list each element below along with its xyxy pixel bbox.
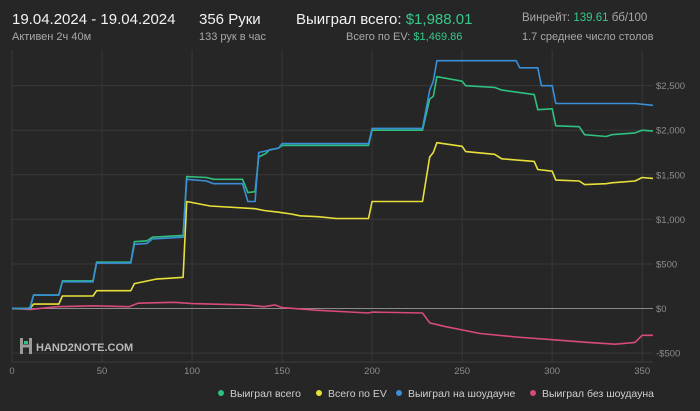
- ev-label: Всего по EV:: [346, 31, 411, 43]
- chart-legend: Выиграл всего Всего по EV Выиграл на шоу…: [0, 383, 700, 407]
- watermark-text: HAND2NOTE.COM: [36, 342, 133, 354]
- y-tick-label: -$500: [656, 349, 680, 360]
- winrate: Винрейт: 139.61 бб/100: [522, 12, 647, 24]
- ev-value: $1,469.86: [413, 31, 463, 43]
- won-total: Выиграл всего: $1,988.01: [296, 11, 472, 28]
- x-tick-label: 350: [634, 366, 650, 377]
- series-line-showdown: [12, 59, 654, 310]
- winrate-label: Винрейт:: [522, 12, 571, 24]
- x-tick-label: 300: [544, 366, 560, 377]
- hands-count: 356 Руки: [199, 11, 261, 28]
- y-tick-label: $2,000: [656, 126, 685, 137]
- y-axis: -$500 $0 $500 $1,000 $1,500 $2,000 $2,500: [656, 81, 685, 359]
- y-tick-label: $0: [656, 304, 667, 315]
- ev-total: Всего по EV: $1,469.86: [346, 31, 462, 43]
- hand2note-watermark: HAND2NOTE.COM: [20, 338, 133, 354]
- x-tick-label: 0: [9, 366, 14, 377]
- legend-label-ev: Всего по EV: [328, 388, 387, 400]
- x-tick-label: 50: [97, 366, 108, 377]
- winrate-unit: бб/100: [611, 12, 648, 24]
- legend-dot-showdown: [396, 390, 402, 396]
- legend-item-non-showdown[interactable]: Выиграл без шоудауна: [530, 388, 654, 400]
- grid: [11, 50, 653, 363]
- winrate-value: 139.61: [573, 12, 609, 24]
- series-line-non-showdown: [11, 301, 653, 345]
- x-tick-label: 200: [364, 366, 380, 377]
- series-line-ev: [12, 141, 654, 310]
- legend-item-won-total[interactable]: Выиграл всего: [218, 388, 301, 400]
- legend-label-won-total: Выиграл всего: [230, 388, 301, 400]
- won-total-label: Выиграл всего:: [296, 11, 402, 28]
- hands-per-hour: 133 рук в час: [199, 31, 267, 43]
- legend-dot-non-showdown: [530, 390, 536, 396]
- x-tick-label: 150: [274, 366, 290, 377]
- active-time: Активен 2ч 40м: [12, 31, 92, 43]
- won-total-value: $1,988.01: [405, 11, 473, 28]
- y-tick-label: $2,500: [656, 81, 685, 92]
- y-tick-label: $1,000: [656, 215, 685, 226]
- date-range: 19.04.2024 - 19.04.2024: [12, 11, 176, 28]
- x-tick-label: 250: [454, 366, 470, 377]
- x-axis: 0 50 100 150 200 250 300 350: [9, 366, 650, 377]
- legend-dot-ev: [316, 390, 322, 396]
- y-tick-label: $1,500: [656, 170, 685, 181]
- hand2note-logo-icon: [20, 338, 32, 354]
- legend-label-non-showdown: Выиграл без шоудауна: [542, 388, 654, 400]
- y-tick-label: $500: [656, 259, 677, 270]
- series-line-won-total: [12, 75, 654, 310]
- avg-tables: 1.7 среднее число столов: [522, 31, 654, 43]
- legend-item-ev[interactable]: Всего по EV: [316, 388, 387, 400]
- profit-chart: -$500 $0 $500 $1,000 $1,500 $2,000 $2,500 0 50 1…: [9, 50, 685, 377]
- legend-item-showdown[interactable]: Выиграл на шоудауне: [396, 388, 515, 400]
- series: [11, 59, 654, 345]
- x-tick-label: 100: [184, 366, 200, 377]
- legend-label-showdown: Выиграл на шоудауне: [408, 388, 516, 400]
- legend-dot-won-total: [218, 390, 224, 396]
